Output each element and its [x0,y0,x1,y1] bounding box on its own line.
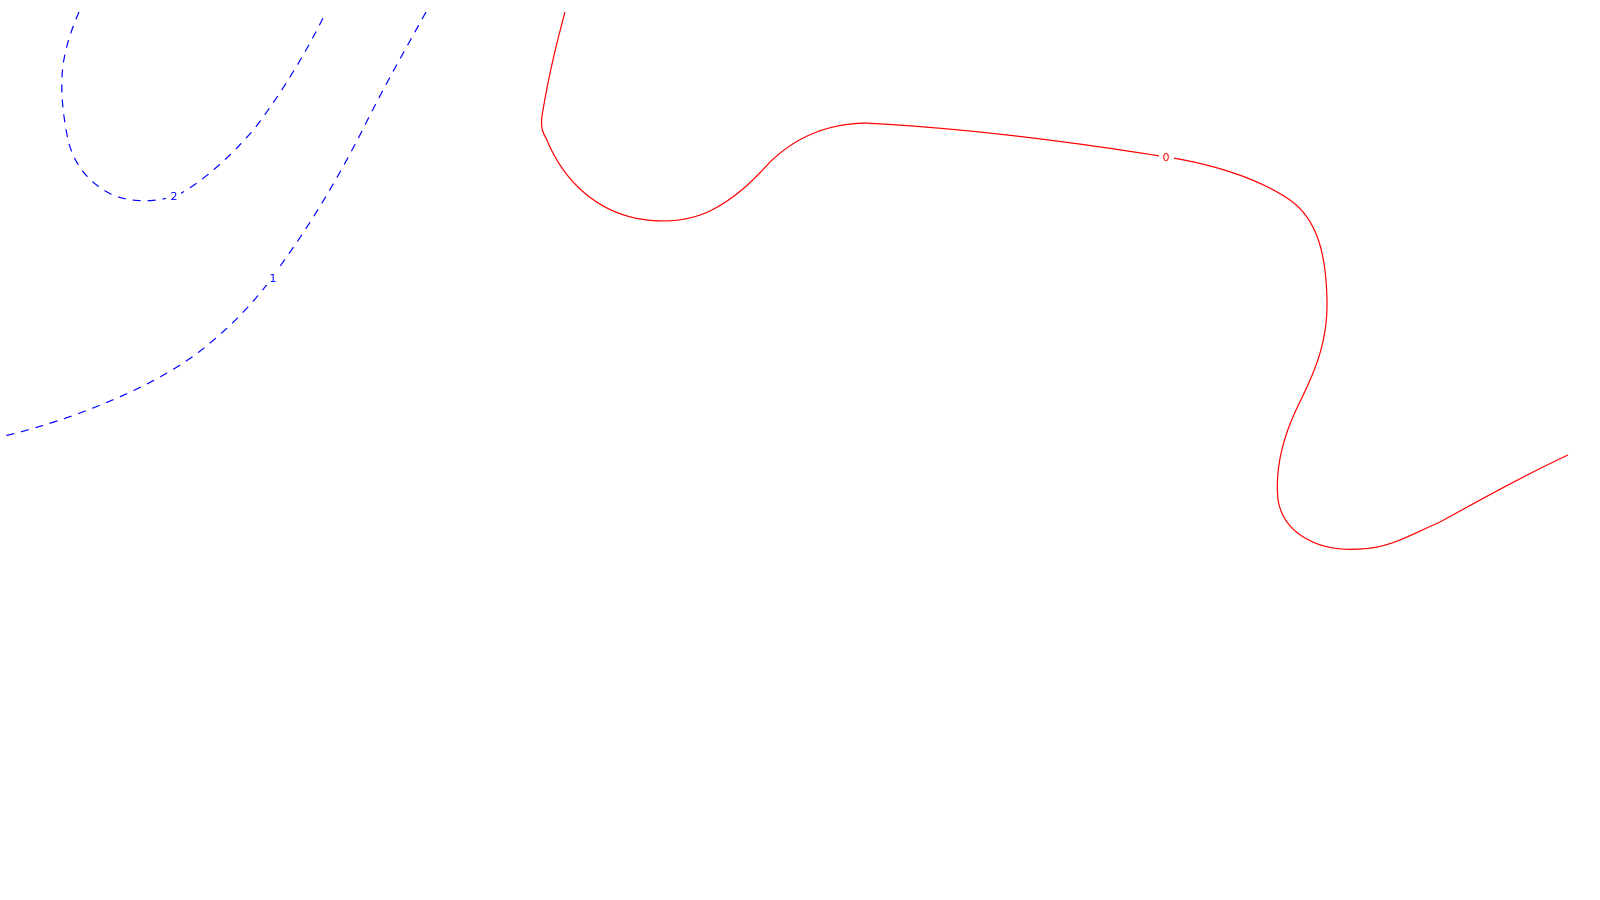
contour-label-0: 0 [1163,151,1170,164]
contour-line-2 [61,11,327,202]
contour-label-bg-0 [1159,150,1174,164]
contour-label-2: 2 [171,190,178,203]
contour-line-1 [0,11,427,438]
contour-label-bg-2 [166,189,181,203]
contour-label-1: 1 [270,272,277,285]
contour-label-bg-1 [266,271,281,285]
